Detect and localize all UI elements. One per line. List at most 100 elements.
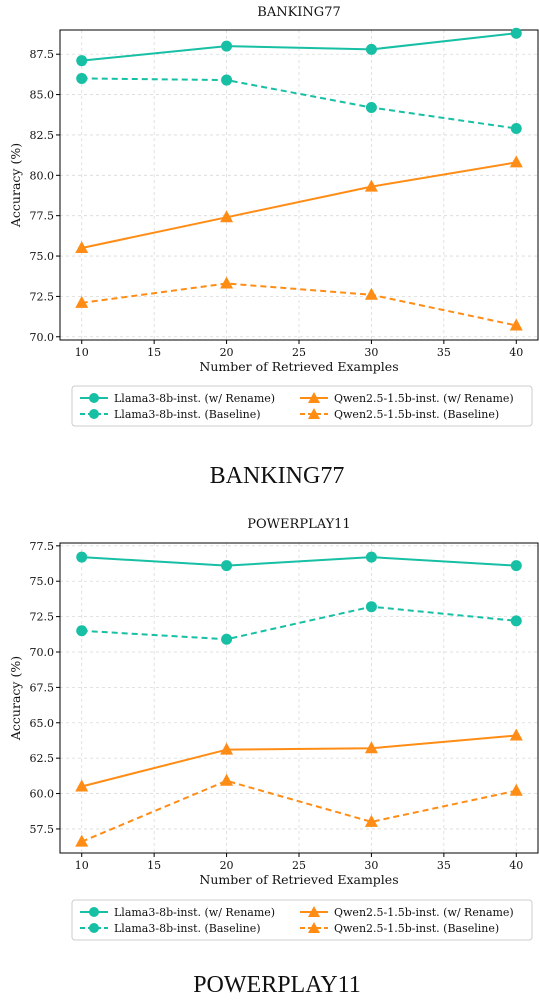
- series-llama3-8b-inst-baseline: [76, 601, 522, 645]
- y-tick-label: 62.5: [30, 752, 55, 765]
- legend-frame: [71, 385, 533, 427]
- series-llama3-8b-inst-baseline: [76, 72, 522, 134]
- legend-marker: [89, 907, 99, 917]
- series-line: [81, 734, 517, 788]
- data-point: [365, 43, 377, 55]
- data-point: [510, 615, 522, 627]
- series-qwen2-5-1-5b-inst-baseline: [75, 773, 523, 847]
- x-tick-label: 40: [509, 346, 523, 359]
- y-tick-label: 67.5: [30, 681, 55, 694]
- y-axis-label: Accuracy (%): [8, 656, 23, 741]
- legend: Llama3-8b-inst. (w/ Rename) Llama3-8b-ins…: [71, 385, 533, 427]
- data-point: [220, 773, 234, 786]
- x-tick-label: 35: [437, 346, 451, 359]
- data-point: [509, 318, 523, 331]
- y-tick-label: 77.5: [30, 540, 55, 553]
- legend-label: Llama3-8b-inst. (Baseline): [114, 922, 261, 935]
- chart-title: POWERPLAY11: [247, 517, 350, 532]
- legend-label: Qwen2.5-1.5b-inst. (w/ Rename): [334, 392, 514, 405]
- data-point: [75, 779, 89, 792]
- y-tick-label: 60.0: [30, 788, 55, 801]
- x-tick-label: 35: [437, 859, 451, 872]
- data-point: [364, 287, 378, 300]
- y-tick-label: 77.5: [30, 210, 55, 223]
- legend-label: Qwen2.5-1.5b-inst. (w/ Rename): [334, 906, 514, 919]
- legend: Llama3-8b-inst. (w/ Rename) Llama3-8b-ins…: [71, 899, 533, 941]
- data-point: [220, 276, 234, 289]
- chart-title: BANKING77: [257, 5, 340, 20]
- series-qwen2-5-1-5b-inst-w-rename: [75, 155, 523, 253]
- legend-marker: [308, 906, 320, 917]
- x-tick-label: 10: [75, 859, 89, 872]
- data-point: [364, 741, 378, 754]
- data-point: [221, 74, 233, 86]
- data-point: [220, 742, 234, 755]
- legend-marker: [89, 409, 99, 419]
- x-tick-label: 30: [364, 346, 378, 359]
- data-point: [75, 295, 89, 308]
- figure-caption-powerplay11: POWERPLAY11: [193, 972, 361, 998]
- y-tick-label: 57.5: [30, 823, 55, 836]
- figure-caption-banking77: BANKING77: [210, 463, 345, 489]
- y-tick-label: 87.5: [30, 48, 55, 61]
- y-tick-label: 72.5: [30, 611, 55, 624]
- legend-marker: [89, 393, 99, 403]
- series-line: [81, 605, 517, 641]
- data-point: [221, 633, 233, 645]
- data-point: [75, 834, 89, 847]
- legend-marker: [308, 922, 320, 933]
- y-tick-label: 72.5: [30, 290, 55, 303]
- x-tick-label: 10: [75, 346, 89, 359]
- data-point: [510, 27, 522, 39]
- y-tick-label: 82.5: [30, 129, 55, 142]
- series-line: [81, 32, 517, 62]
- legend-marker: [308, 408, 320, 419]
- y-tick-label: 65.0: [30, 717, 55, 730]
- x-axis-label: Number of Retrieved Examples: [199, 359, 398, 374]
- legend-label: Llama3-8b-inst. (Baseline): [114, 408, 261, 421]
- series-line: [81, 556, 517, 567]
- data-point: [76, 551, 88, 563]
- y-tick-label: 85.0: [30, 89, 55, 102]
- chart-banking77: 10 15 20 25 30 35 40 70.0 72.5 75.0 77.5 80.0 82.5 85…: [8, 5, 539, 427]
- y-tick-label: 75.0: [30, 575, 55, 588]
- data-point: [221, 560, 233, 572]
- x-tick-label: 40: [509, 859, 523, 872]
- data-point: [76, 72, 88, 84]
- x-tick-label: 20: [220, 346, 234, 359]
- y-tick-label: 80.0: [30, 169, 55, 182]
- data-point: [364, 179, 378, 192]
- data-point: [510, 560, 522, 572]
- legend-label: Llama3-8b-inst. (w/ Rename): [114, 906, 275, 919]
- series-llama3-8b-inst-w-rename: [76, 551, 522, 572]
- data-point: [365, 601, 377, 613]
- data-point: [365, 102, 377, 113]
- x-tick-label: 20: [220, 859, 234, 872]
- x-tick-label: 25: [292, 346, 306, 359]
- series-line: [81, 282, 517, 327]
- data-point: [75, 240, 89, 253]
- plot-frame: [59, 542, 539, 854]
- x-tick-label: 25: [292, 859, 306, 872]
- data-point: [509, 783, 523, 796]
- legend-label: Qwen2.5-1.5b-inst. (Baseline): [334, 408, 499, 421]
- data-point: [509, 155, 523, 168]
- data-point: [509, 728, 523, 741]
- series-line: [81, 77, 517, 130]
- legend-label: Qwen2.5-1.5b-inst. (Baseline): [334, 922, 499, 935]
- y-tick-label: 70.0: [30, 331, 55, 344]
- series-line: [81, 161, 517, 249]
- data-point: [76, 625, 88, 637]
- chart-powerplay11: 10 15 20 25 30 35 40 57.5 60.0 62.5 65.0 67.5 70.0 72…: [8, 517, 539, 941]
- legend-label: Llama3-8b-inst. (w/ Rename): [114, 392, 275, 405]
- data-point: [364, 814, 378, 827]
- legend-marker: [308, 392, 320, 403]
- x-tick-label: 15: [147, 859, 161, 872]
- x-axis-label: Number of Retrieved Examples: [199, 872, 398, 887]
- series-llama3-8b-inst-w-rename: [76, 27, 522, 67]
- series-line: [81, 779, 517, 843]
- data-point: [220, 210, 234, 223]
- data-point: [510, 122, 522, 134]
- x-tick-label: 30: [364, 859, 378, 872]
